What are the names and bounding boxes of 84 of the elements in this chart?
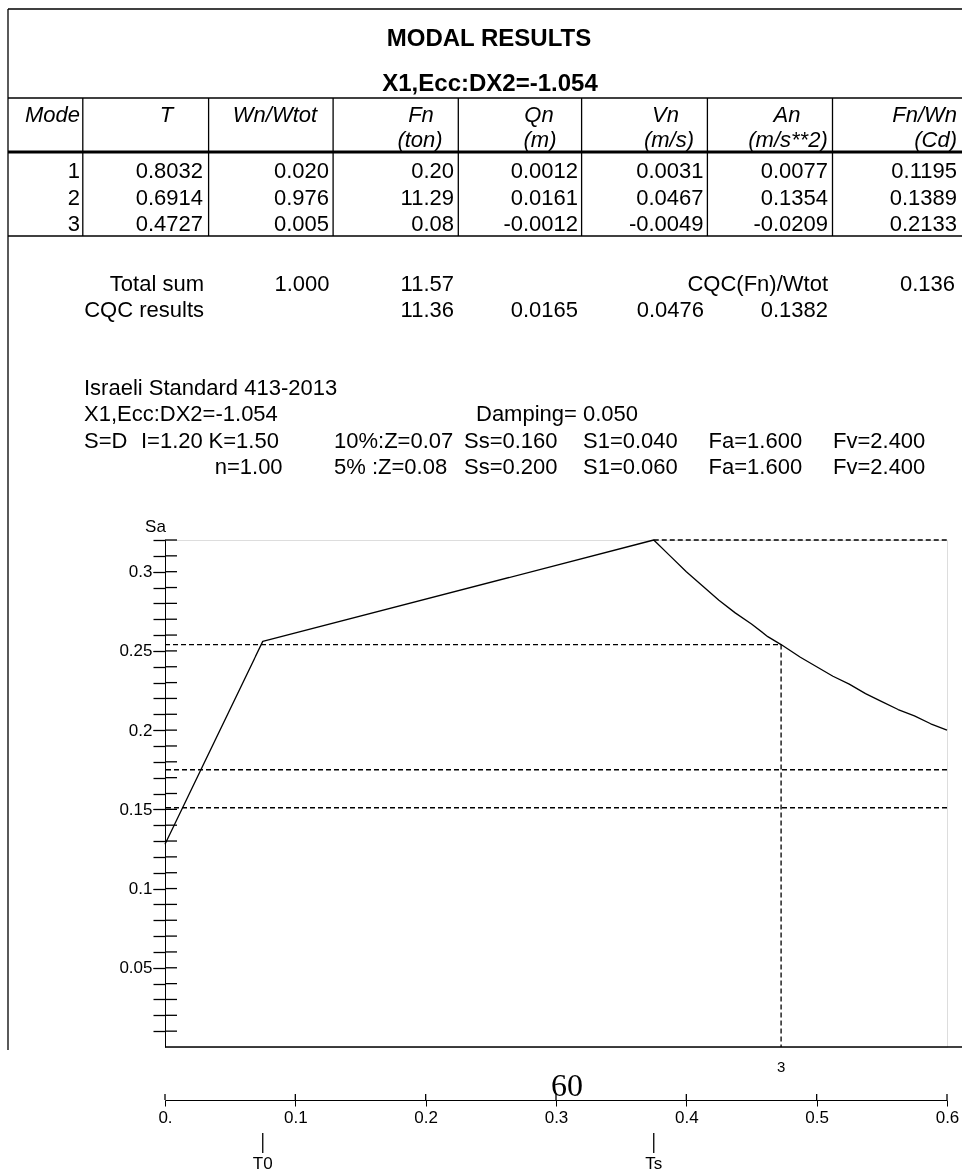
text: 0.1389 (889, 184, 957, 210)
text: 2 (67, 184, 80, 210)
text: Damping= 0.050 (476, 401, 639, 426)
text: 0.0165 (510, 296, 578, 322)
text: 0.2133 (889, 211, 957, 236)
text: Mode (24, 102, 80, 127)
text: 0.08 (411, 211, 454, 236)
text: Wn/Wtot (232, 102, 319, 127)
y-tick-label: 0.1 (128, 879, 153, 899)
text: S=D (84, 427, 128, 453)
text: I=1.20 (141, 427, 203, 453)
text: Vn (652, 102, 679, 127)
text: S1=0.060 (583, 453, 678, 479)
text: Ss=0.160 (464, 427, 558, 453)
text: Fa=1.600 (708, 453, 803, 479)
text: X1,Ecc:DX2=-1.054 (382, 69, 599, 96)
text: Fv=2.400 (833, 453, 926, 479)
annotation: Ts (645, 1154, 663, 1171)
y-axis-title: Sa (145, 516, 167, 536)
text: (m/s**2) (748, 127, 828, 152)
text: 0.0161 (510, 184, 578, 210)
text: 0.020 (273, 158, 329, 183)
text: K=1.50 (208, 427, 279, 453)
text: 0.136 (899, 270, 955, 296)
text: T (159, 102, 175, 127)
text: 0.1382 (760, 296, 828, 322)
text: CQC(Fn)/Wtot (687, 270, 828, 296)
text: S1=0.040 (583, 427, 678, 453)
text: 5% :Z=0.08 (334, 453, 448, 479)
x-tick-label: 0.1 (284, 1107, 308, 1127)
chart-title: Israeli Standard 413-2013 (84, 375, 338, 400)
text: (m) (523, 127, 557, 152)
text: 0.20 (411, 158, 454, 183)
text: (Cd) (914, 127, 957, 152)
text: 11.57 (400, 270, 454, 296)
text: -0.0012 (503, 211, 578, 236)
y-tick-label: 0.15 (119, 799, 153, 819)
text: 0.976 (273, 184, 329, 210)
text: Fa=1.600 (708, 427, 803, 453)
text: 0.0012 (510, 158, 578, 183)
text: MODAL RESULTS (386, 24, 592, 51)
text: 0.6914 (135, 184, 203, 210)
text: 1.000 (274, 270, 330, 296)
text: 0.1354 (760, 184, 828, 210)
text: n=1.00 (214, 453, 283, 479)
x-tick-label: 0.5 (805, 1107, 829, 1127)
text: Fn/Wn (892, 102, 957, 127)
text: CQC results (84, 296, 204, 322)
series-label: 3 (776, 1058, 786, 1075)
text: 0.1195 (891, 158, 957, 183)
text: Total sum (109, 270, 204, 296)
x-tick-label: 0.2 (414, 1107, 438, 1127)
text: 0.0467 (636, 184, 704, 210)
text: 3 (67, 211, 80, 236)
y-tick-label: 0.25 (119, 641, 153, 661)
y-tick-label: 0.05 (119, 958, 153, 978)
text: 60 (551, 1067, 583, 1103)
y-tick-label: 0.2 (128, 720, 153, 740)
text: 0.005 (273, 211, 329, 236)
x-tick-label: 0.3 (544, 1107, 569, 1127)
text: (m/s) (643, 127, 695, 152)
text: 0.0476 (636, 296, 704, 322)
text: Fv=2.400 (833, 427, 926, 453)
text: 11.36 (400, 296, 454, 322)
text: Qn (524, 102, 554, 127)
annotation: T0 (252, 1154, 273, 1171)
text: -0.0209 (753, 211, 828, 236)
chart-subtitle: X1,Ecc:DX2=-1.054 (84, 401, 278, 426)
text: 10%:Z=0.07 (334, 427, 454, 453)
y-tick-label: 0.3 (128, 562, 153, 582)
text: -0.0049 (628, 211, 704, 236)
text: An (771, 102, 801, 127)
x-tick-label: 0.4 (675, 1107, 699, 1127)
text: Fn (408, 102, 434, 127)
text: 0.0031 (636, 158, 704, 183)
text: 0.0077 (760, 158, 828, 183)
text: 1 (67, 158, 80, 183)
x-tick-label: 0. (158, 1107, 173, 1127)
text: 11.29 (400, 184, 454, 210)
text: 0.4727 (135, 211, 203, 236)
x-tick-label: 0.6 (935, 1107, 960, 1127)
text: (ton) (397, 127, 443, 152)
text: Ss=0.200 (464, 453, 558, 479)
text: 0.8032 (135, 158, 203, 183)
